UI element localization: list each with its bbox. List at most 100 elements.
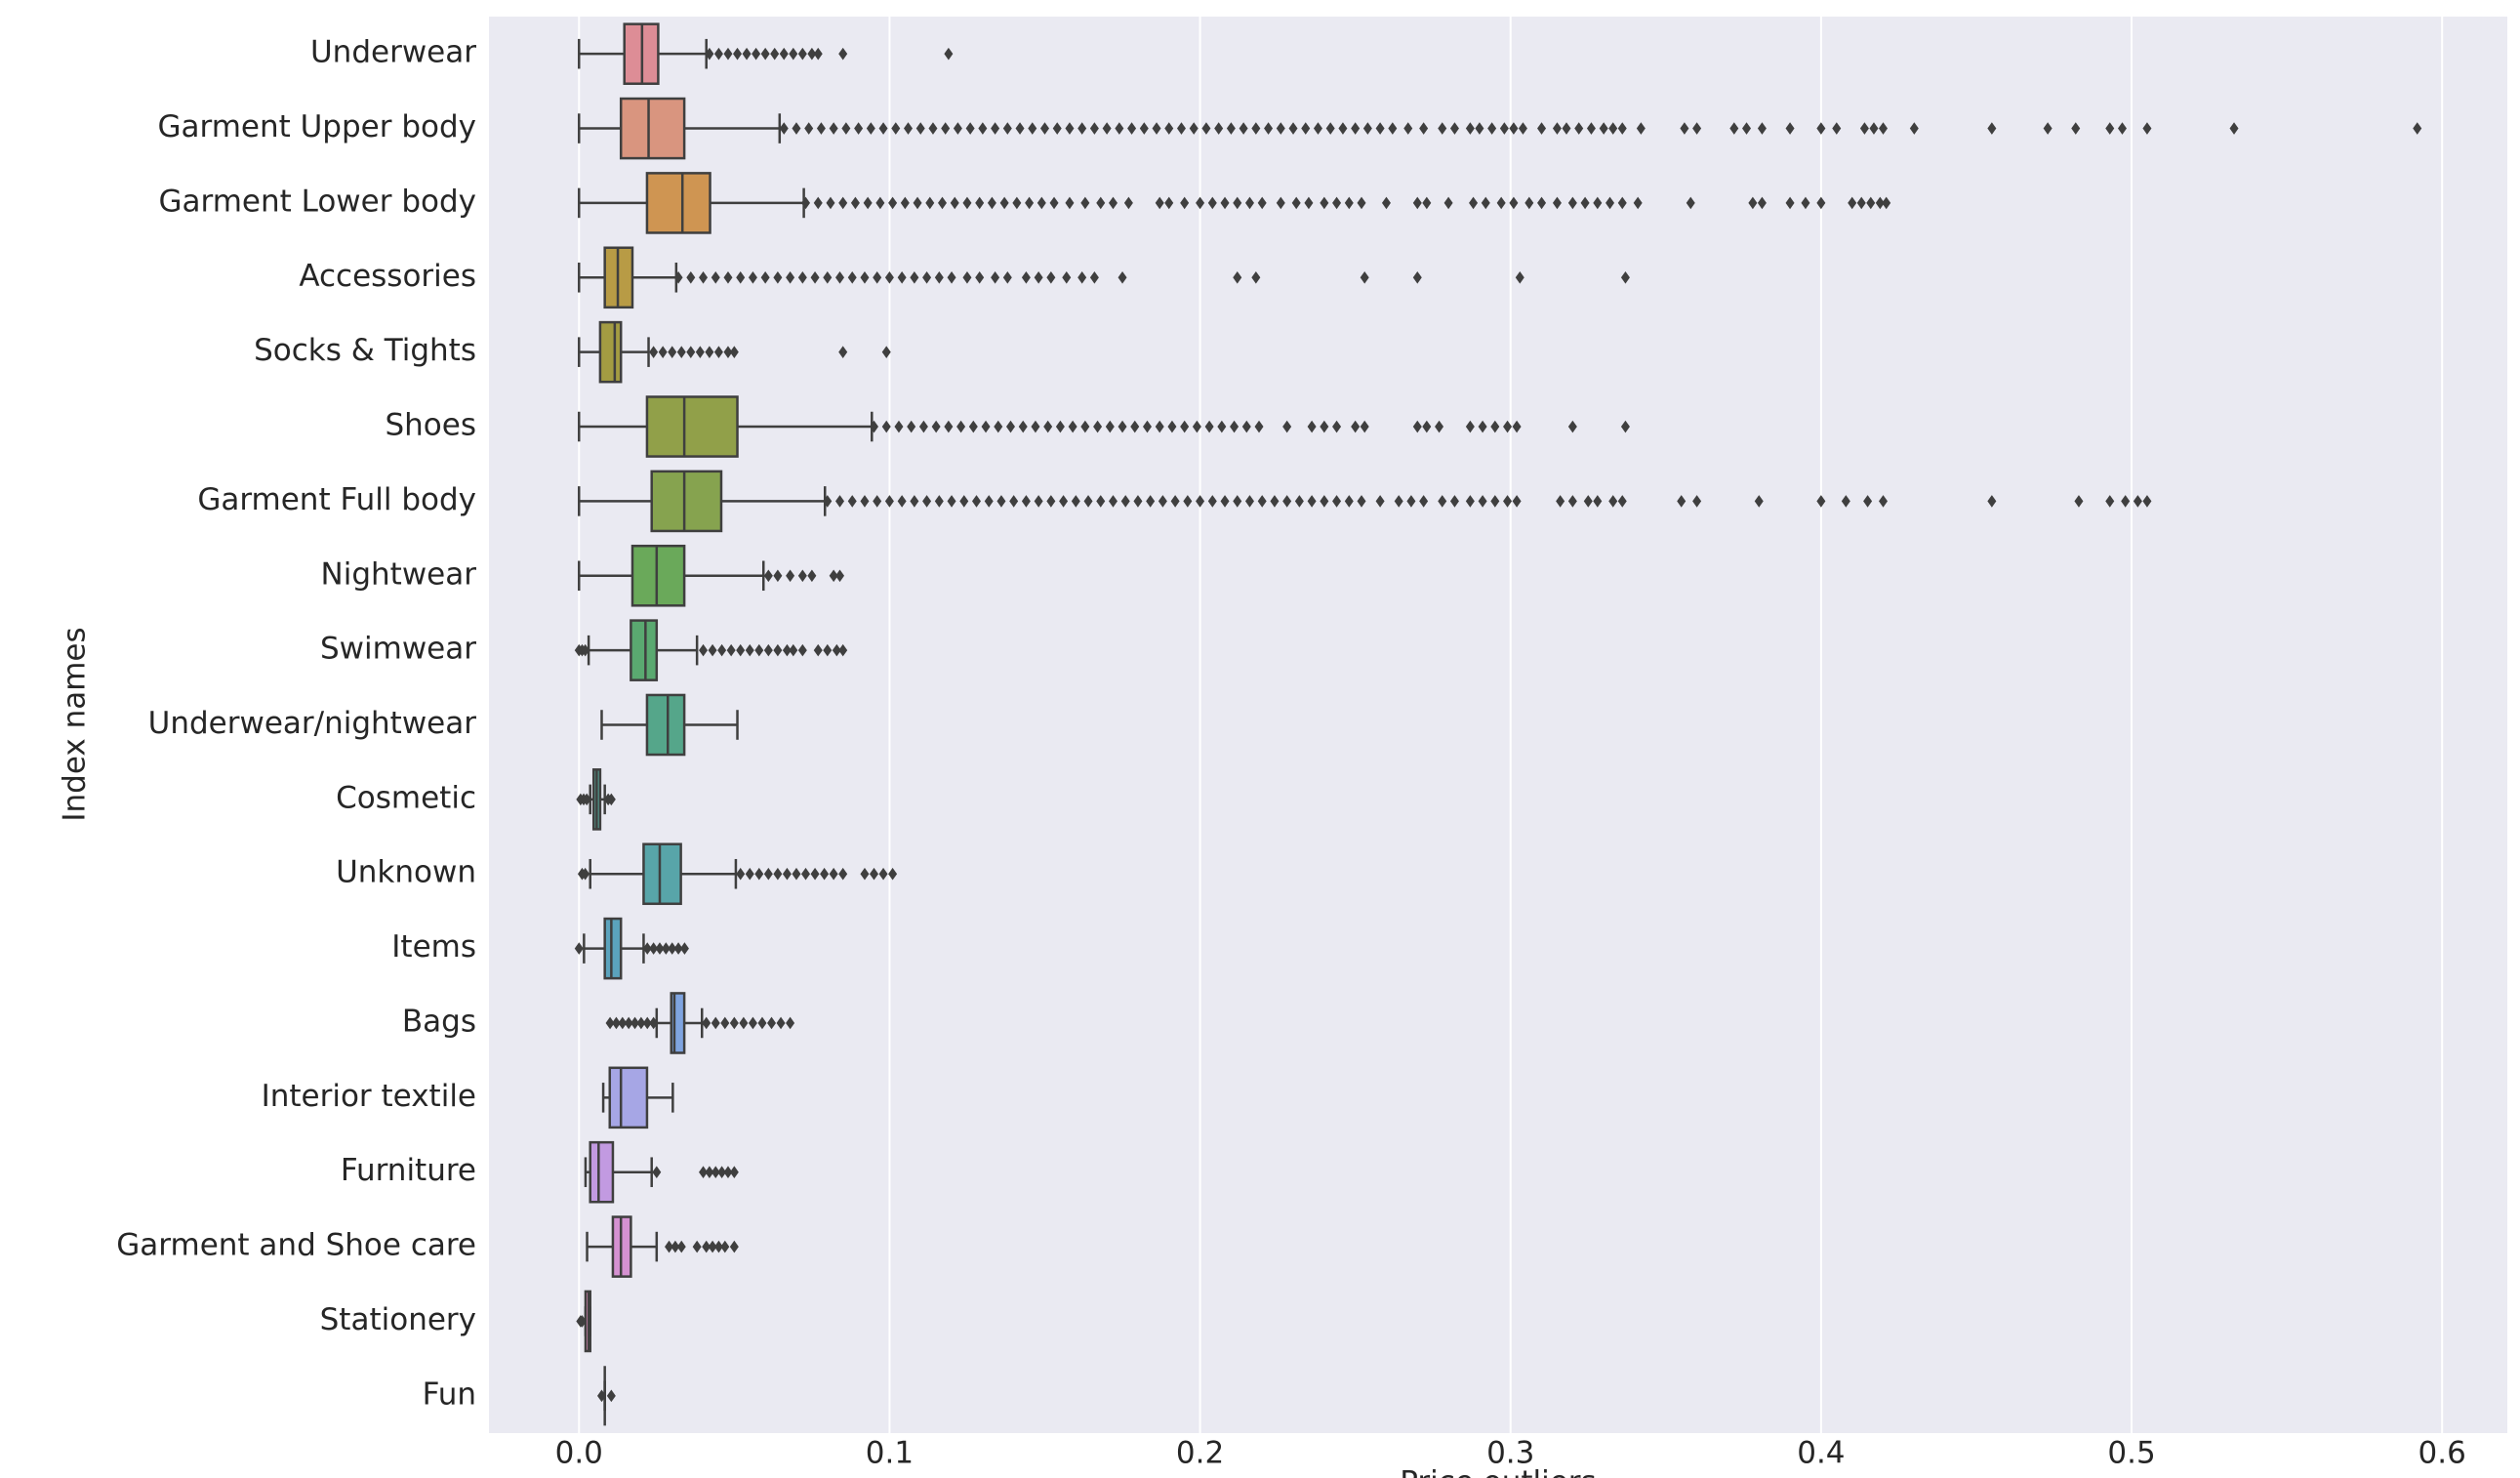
outlier <box>2105 495 2115 508</box>
outlier <box>1608 122 1618 135</box>
outlier <box>1139 122 1149 135</box>
outlier <box>881 346 891 358</box>
outlier <box>1509 122 1519 135</box>
outlier <box>1515 270 1524 284</box>
outlier <box>922 495 932 508</box>
outlier <box>1605 196 1615 210</box>
outlier <box>720 1016 730 1030</box>
outlier <box>1449 495 1459 508</box>
outlier <box>792 867 801 881</box>
outlier <box>699 643 709 657</box>
outlier <box>581 867 590 881</box>
outlier <box>838 196 848 210</box>
outlier <box>910 495 919 508</box>
outlier <box>884 270 894 284</box>
box <box>630 544 686 607</box>
outlier <box>1264 122 1274 135</box>
outlier <box>745 867 754 881</box>
outlier <box>1068 420 1077 433</box>
outlier <box>1394 495 1403 508</box>
outlier <box>1036 196 1046 210</box>
outlier <box>1537 196 1547 210</box>
outlier <box>838 47 848 61</box>
outlier <box>2117 122 2127 135</box>
outlier <box>835 569 845 583</box>
outlier <box>699 270 709 284</box>
outlier <box>1065 122 1075 135</box>
outlier <box>1469 196 1479 210</box>
y-tick-label: Fun <box>423 1376 476 1412</box>
outlier <box>1357 196 1366 210</box>
x-tick-label: 0.5 <box>2107 1436 2155 1471</box>
outlier <box>1909 122 1919 135</box>
outlier <box>658 346 668 358</box>
outlier <box>1059 495 1069 508</box>
outlier <box>773 569 783 583</box>
box-group <box>578 22 954 85</box>
outlier <box>1018 420 1028 433</box>
outlier <box>1987 122 1997 135</box>
outlier <box>596 1389 606 1403</box>
outlier <box>1046 495 1056 508</box>
outlier <box>813 196 823 210</box>
outlier <box>713 346 723 358</box>
outlier <box>1282 495 1292 508</box>
outlier <box>1089 270 1099 284</box>
outlier <box>1089 122 1099 135</box>
outlier <box>888 867 898 881</box>
outlier <box>987 196 996 210</box>
outlier <box>1096 196 1106 210</box>
outlier <box>1875 196 1885 210</box>
box-group <box>578 395 1630 458</box>
outlier <box>944 47 954 61</box>
outlier <box>652 1166 662 1179</box>
box <box>598 320 623 384</box>
outlier <box>878 122 888 135</box>
outlier <box>624 1016 633 1030</box>
outlier <box>1307 495 1317 508</box>
outlier <box>692 1240 702 1253</box>
outlier <box>878 867 888 881</box>
outlier <box>606 1389 616 1403</box>
outlier <box>1882 196 1891 210</box>
box <box>630 619 659 681</box>
outlier <box>723 346 733 358</box>
outlier <box>934 495 944 508</box>
outlier <box>913 196 922 210</box>
outlier <box>705 47 714 61</box>
outlier <box>1866 196 1876 210</box>
outlier <box>863 196 873 210</box>
outlier <box>1360 270 1369 284</box>
x-tick-label: 0.3 <box>1486 1436 1534 1471</box>
outlier <box>1556 495 1565 508</box>
outlier <box>797 47 807 61</box>
outlier <box>773 867 783 881</box>
outlier <box>671 1240 680 1253</box>
outlier <box>1055 420 1065 433</box>
outlier <box>1307 420 1317 433</box>
box-group <box>574 619 848 681</box>
outlier <box>1816 122 1826 135</box>
outlier <box>1244 495 1254 508</box>
outlier <box>1233 270 1242 284</box>
outlier <box>1512 495 1522 508</box>
outlier <box>1077 270 1087 284</box>
outlier <box>673 270 683 284</box>
outlier <box>1164 196 1174 210</box>
outlier <box>776 1016 786 1030</box>
outlier <box>782 643 792 657</box>
outlier <box>1052 122 1062 135</box>
outlier <box>661 942 671 955</box>
outlier <box>1083 495 1093 508</box>
outlier <box>1419 495 1429 508</box>
outlier <box>1438 495 1447 508</box>
outlier <box>866 122 875 135</box>
outlier <box>894 420 904 433</box>
x-tick-label: 0.6 <box>2418 1436 2466 1471</box>
y-tick-label: Cosmetic <box>336 780 476 815</box>
outlier <box>1869 122 1879 135</box>
outlier <box>752 47 761 61</box>
box <box>645 395 739 458</box>
outlier <box>1031 420 1040 433</box>
outlier <box>763 569 773 583</box>
